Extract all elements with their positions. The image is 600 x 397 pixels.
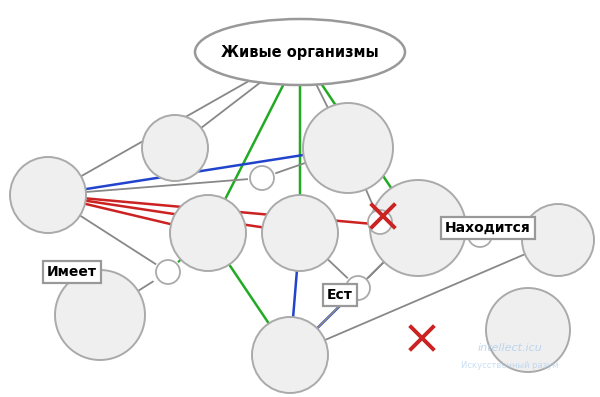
Circle shape bbox=[522, 204, 594, 276]
Circle shape bbox=[370, 180, 466, 276]
Circle shape bbox=[262, 195, 338, 271]
Circle shape bbox=[468, 223, 492, 247]
Circle shape bbox=[55, 270, 145, 360]
Text: Имеет: Имеет bbox=[47, 265, 97, 279]
Circle shape bbox=[142, 115, 208, 181]
Circle shape bbox=[10, 157, 86, 233]
Circle shape bbox=[156, 260, 180, 284]
Text: Ест: Ест bbox=[327, 288, 353, 302]
Circle shape bbox=[252, 317, 328, 393]
Text: Находится: Находится bbox=[445, 221, 531, 235]
Circle shape bbox=[303, 103, 393, 193]
Ellipse shape bbox=[195, 19, 405, 85]
Text: Живые организмы: Живые организмы bbox=[221, 44, 379, 60]
Text: Искусственный разум: Искусственный разум bbox=[461, 362, 559, 370]
Text: intellect.icu: intellect.icu bbox=[478, 343, 542, 353]
Circle shape bbox=[250, 166, 274, 190]
Circle shape bbox=[486, 288, 570, 372]
Circle shape bbox=[170, 195, 246, 271]
Circle shape bbox=[346, 276, 370, 300]
Circle shape bbox=[368, 210, 392, 234]
